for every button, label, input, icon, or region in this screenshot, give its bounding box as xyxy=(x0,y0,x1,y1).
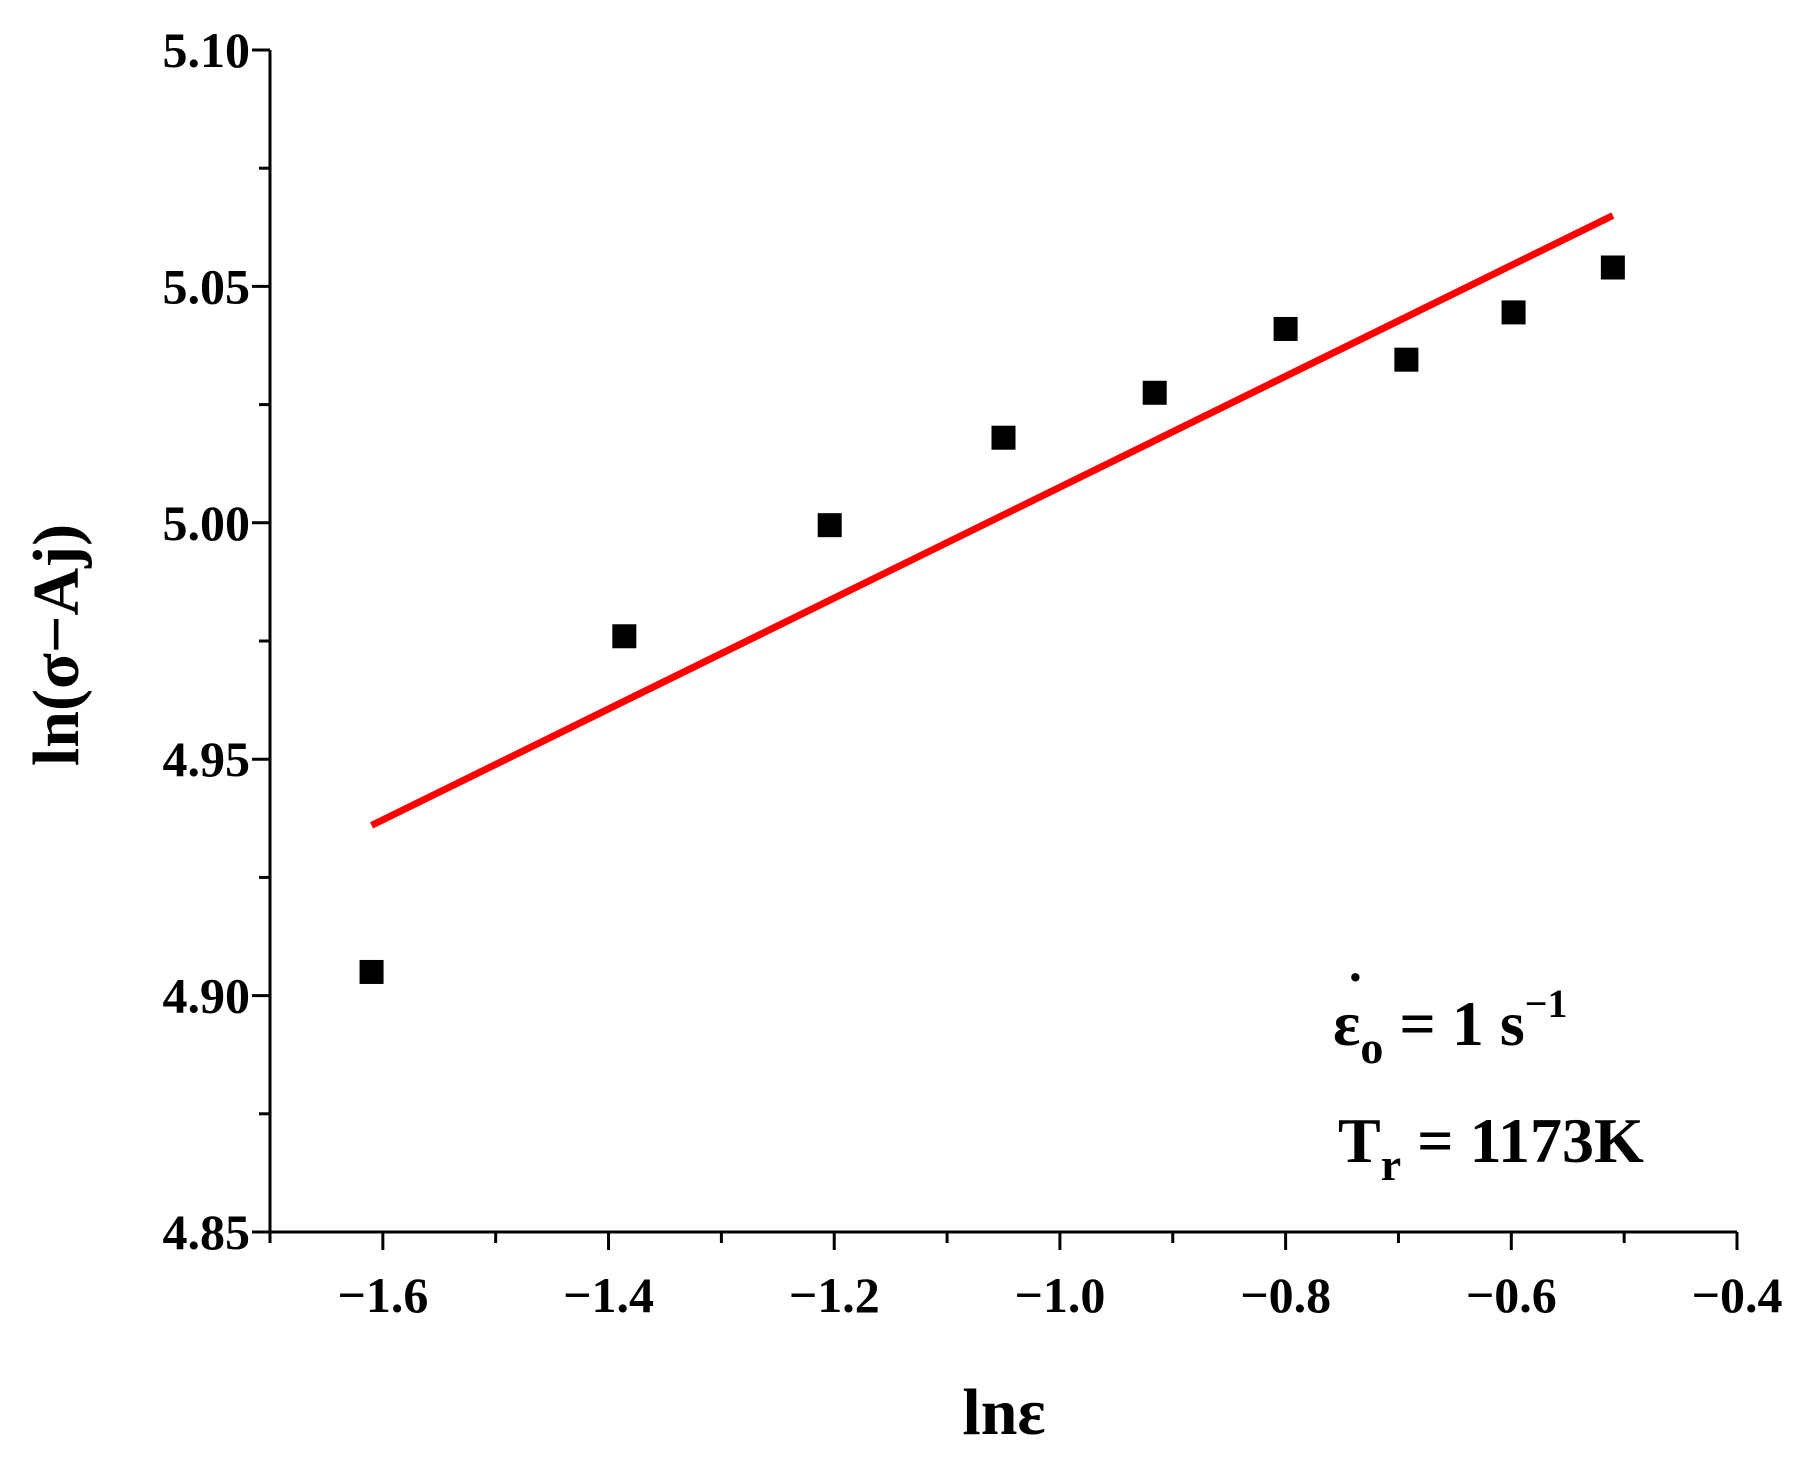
svg-text:Tr = 1173K: Tr = 1173K xyxy=(1338,1105,1644,1190)
x-tick-label: −1.6 xyxy=(337,1267,428,1323)
data-point xyxy=(1142,380,1167,405)
x-axis-label: lnε xyxy=(962,1376,1045,1449)
x-tick-label: −0.4 xyxy=(1692,1267,1783,1323)
temperature-symbol: T xyxy=(1338,1105,1381,1176)
temperature-subscript: r xyxy=(1381,1139,1401,1190)
data-point xyxy=(1394,347,1419,372)
svg-text:εo = 1 s−1: εo = 1 s−1 xyxy=(1333,981,1568,1073)
data-point xyxy=(991,425,1016,450)
x-tick-label: −1.2 xyxy=(789,1267,880,1323)
strain-rate-superscript: −1 xyxy=(1525,981,1568,1026)
annotation-strain-rate: εo = 1 s−1 ˙ xyxy=(1333,963,1568,1073)
fit-line-group xyxy=(370,212,1615,829)
strain-rate-dot: ˙ xyxy=(1346,963,1365,1025)
x-tick-label: −1.4 xyxy=(563,1267,654,1323)
ticks: −1.6 −1.4 −1.2 −1.0 −0.8 −0.6 −0.4 4.85 4.90 4.95… xyxy=(163,22,1783,1323)
temperature-text: = 1173K xyxy=(1401,1105,1644,1176)
data-point xyxy=(817,513,842,538)
data-point xyxy=(359,959,384,984)
y-tick-label: 4.95 xyxy=(163,731,251,787)
data-point xyxy=(1600,255,1625,280)
y-tick-label: 4.85 xyxy=(163,1204,251,1260)
x-tick-label: −0.6 xyxy=(1466,1267,1557,1323)
data-point xyxy=(612,624,637,649)
strain-rate-text: = 1 s xyxy=(1383,988,1524,1059)
data-point xyxy=(1501,300,1526,325)
y-tick-label: 5.10 xyxy=(163,22,251,78)
x-tick-label: −0.8 xyxy=(1240,1267,1331,1323)
strain-rate-symbol: ε xyxy=(1333,988,1360,1059)
strain-rate-subscript: o xyxy=(1360,1022,1383,1073)
y-tick-label: 5.05 xyxy=(163,258,251,314)
x-tick-label: −1.0 xyxy=(1014,1267,1105,1323)
y-tick-label: 5.00 xyxy=(163,495,251,551)
data-point xyxy=(1273,316,1298,341)
annotation-temperature: Tr = 1173K xyxy=(1338,1105,1644,1190)
data-points xyxy=(359,255,1625,984)
y-tick-label: 4.90 xyxy=(163,968,251,1024)
y-axis-label: ln(σ−Aj) xyxy=(20,524,93,766)
fit-line xyxy=(370,212,1615,829)
